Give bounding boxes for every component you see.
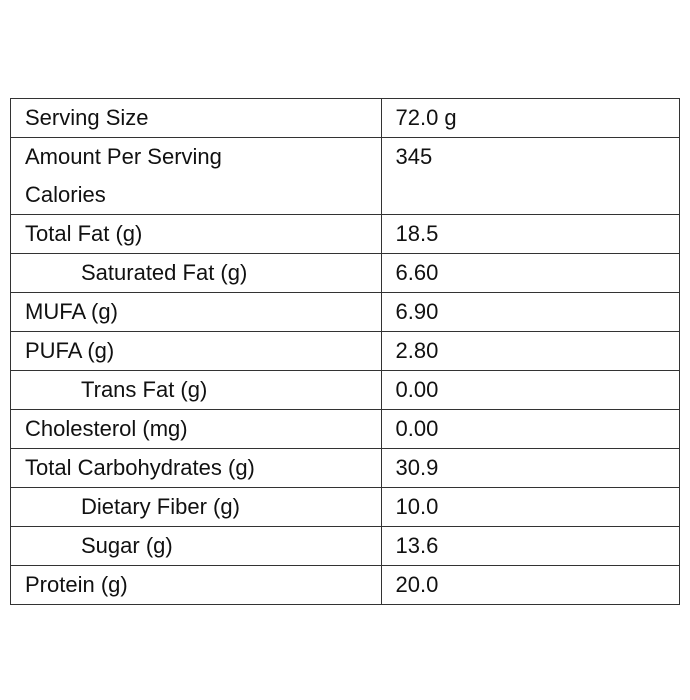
table-row: Cholesterol (mg) 0.00 (10, 409, 680, 449)
row-value: 0.00 (380, 409, 680, 449)
table-row: Trans Fat (g) 0.00 (10, 370, 680, 410)
row-value: 18.5 (380, 214, 680, 254)
row-label: Cholesterol (mg) (10, 409, 382, 449)
table-row: Protein (g) 20.0 (10, 565, 680, 605)
row-value: 0.00 (380, 370, 680, 410)
row-value: 20.0 (380, 565, 680, 605)
row-value: 2.80 (380, 331, 680, 371)
table-row: Total Fat (g) 18.5 (10, 214, 680, 254)
row-label: Dietary Fiber (g) (10, 487, 382, 527)
row-label: Total Fat (g) (10, 214, 382, 254)
row-label: Total Carbohydrates (g) (10, 448, 382, 488)
table-row: MUFA (g) 6.90 (10, 292, 680, 332)
row-value: 6.60 (380, 253, 680, 293)
row-value: 10.0 (380, 487, 680, 527)
row-value: 30.9 (380, 448, 680, 488)
table-row: Total Carbohydrates (g) 30.9 (10, 448, 680, 488)
row-label: Amount Per Serving Calories (25, 144, 222, 207)
row-label: Trans Fat (g) (10, 370, 382, 410)
table-row: Saturated Fat (g) 6.60 (10, 253, 680, 293)
row-label: Saturated Fat (g) (10, 253, 382, 293)
row-value: 6.90 (380, 292, 680, 332)
row-label-cell: Amount Per Serving Calories (10, 137, 382, 215)
row-label: Sugar (g) (10, 526, 382, 566)
row-value: 72.0 g (380, 98, 680, 138)
row-label: Protein (g) (10, 565, 382, 605)
nutrition-table: Serving Size 72.0 g Amount Per Serving Ca… (10, 98, 680, 605)
table-row: Serving Size 72.0 g (10, 98, 680, 138)
row-value: 345 (380, 137, 680, 215)
table-row: Amount Per Serving Calories 345 (10, 137, 680, 215)
table-row: PUFA (g) 2.80 (10, 331, 680, 371)
table-row: Sugar (g) 13.6 (10, 526, 680, 566)
row-label: Serving Size (10, 98, 382, 138)
row-label: MUFA (g) (10, 292, 382, 332)
row-label: PUFA (g) (10, 331, 382, 371)
row-value: 13.6 (380, 526, 680, 566)
table-row: Dietary Fiber (g) 10.0 (10, 487, 680, 527)
